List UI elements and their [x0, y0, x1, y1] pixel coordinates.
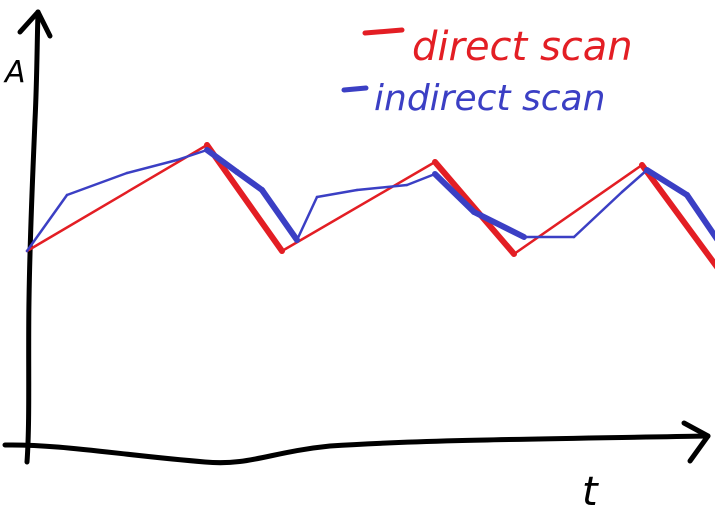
- y-axis: [24, 9, 41, 465]
- series-indirect-scan-segment: [355, 183, 409, 192]
- series-indirect-scan: [25, 147, 715, 253]
- series-indirect-scan-segment: [684, 192, 715, 242]
- series-indirect-scan-segment: [644, 167, 690, 198]
- series-indirect-scan-segment: [234, 169, 265, 193]
- x-axis-label: t: [582, 469, 599, 514]
- series-indirect-scan-segment: [315, 188, 359, 199]
- series-indirect-scan-segment: [65, 171, 129, 197]
- series-indirect-scan-segment: [471, 209, 527, 240]
- series-direct-scan: [25, 142, 715, 270]
- legend: direct scan indirect scan: [341, 24, 633, 119]
- legend-label-indirect-scan: indirect scan: [374, 78, 605, 119]
- legend-label-direct-scan: direct scan: [412, 24, 633, 70]
- series-indirect-scan-segment: [572, 190, 624, 239]
- series-direct-scan-segment: [512, 163, 644, 256]
- x-axis: [2, 433, 711, 466]
- series-indirect-scan-segment: [25, 193, 69, 253]
- series-indirect-scan-segment: [204, 147, 240, 175]
- legend-swatch-indirect-scan: [341, 85, 369, 93]
- series-indirect-scan-segment: [620, 168, 649, 194]
- series-indirect-scan-segment: [405, 172, 437, 187]
- series-direct-scan-segment: [432, 159, 517, 257]
- legend-swatch-direct-scan: [362, 27, 405, 36]
- series-indirect-scan-segment: [259, 187, 300, 243]
- series-indirect-scan-segment: [125, 158, 179, 175]
- series-indirect-scan-segment: [295, 195, 319, 242]
- series-indirect-scan-segment: [175, 148, 209, 162]
- legend-item-direct-scan: direct scan: [362, 24, 633, 70]
- series-direct-scan-segment: [25, 143, 209, 253]
- series-indirect-scan-segment: [432, 171, 477, 215]
- x-axis-arrowhead: [681, 420, 711, 464]
- series-direct-scan-segment: [639, 162, 715, 270]
- y-axis-label: A: [3, 55, 26, 90]
- series-direct-scan-segment: [280, 160, 437, 253]
- legend-item-indirect-scan: indirect scan: [341, 78, 605, 119]
- y-axis-arrowhead: [17, 9, 53, 39]
- series-layer: [25, 142, 715, 270]
